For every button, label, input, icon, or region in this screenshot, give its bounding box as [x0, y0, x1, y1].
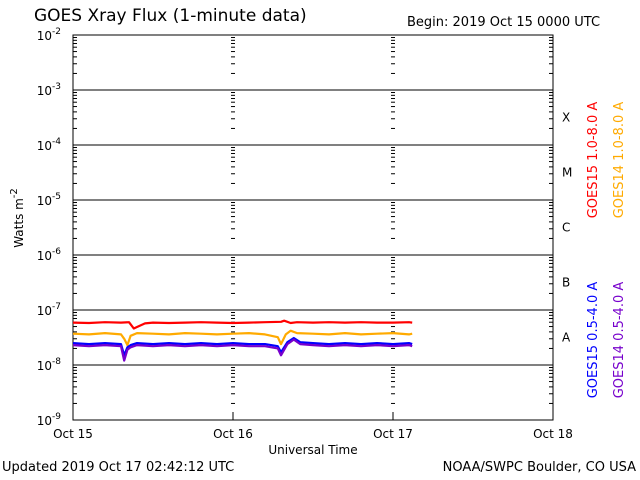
minor-ticks-layer — [72, 34, 554, 421]
y-tick-labels: 10-210-310-410-510-610-710-810-9 — [37, 27, 62, 428]
plot-frame — [72, 34, 554, 421]
flare-class-B: B — [562, 276, 570, 290]
y-tick-base: 10 — [37, 29, 52, 43]
x-tick-label: Oct 15 — [53, 427, 93, 441]
begin-timestamp: Begin: 2019 Oct 15 0000 UTC — [407, 15, 601, 30]
x-tick-label: Oct 17 — [373, 427, 413, 441]
y-tick-base: 10 — [37, 84, 52, 98]
y-tick-base: 10 — [37, 139, 52, 153]
updated-timestamp: Updated 2019 Oct 17 02:42:12 UTC — [2, 460, 235, 475]
y-tick-sup: -3 — [52, 82, 61, 92]
y-axis-label-text: Watts m — [12, 198, 26, 248]
y-tick-sup: -5 — [52, 192, 61, 202]
legend: GOES15 1.0-8.0 A GOES14 1.0-8.0 A GOES15 0… — [586, 102, 627, 399]
y-tick-label: 10-8 — [37, 357, 62, 373]
flare-class-C: C — [562, 221, 570, 235]
series-line-3 — [72, 338, 413, 362]
y-tick-base: 10 — [37, 249, 52, 263]
y-tick-label: 10-3 — [37, 82, 61, 98]
flare-class-labels: X M C B A — [562, 111, 572, 345]
y-axis-label: Watts m-2 — [9, 188, 26, 248]
series-line-1 — [72, 329, 413, 347]
x-tick-label: Oct 18 — [533, 427, 573, 441]
y-tick-sup: -4 — [52, 137, 61, 147]
y-tick-sup: -2 — [52, 27, 61, 37]
y-tick-label: 10-5 — [37, 192, 61, 208]
flare-class-X: X — [562, 111, 570, 125]
y-tick-label: 10-2 — [37, 27, 61, 43]
y-tick-sup: -8 — [52, 357, 61, 367]
x-tick-labels: Oct 15 Oct 16 Oct 17 Oct 18 — [53, 427, 573, 441]
y-tick-label: 10-9 — [37, 412, 62, 428]
y-tick-label: 10-4 — [37, 137, 62, 153]
y-tick-label: 10-7 — [37, 302, 61, 318]
y-tick-sup: -9 — [52, 412, 61, 422]
y-tick-base: 10 — [37, 414, 52, 428]
x-tick-label: Oct 16 — [213, 427, 253, 441]
y-tick-base: 10 — [37, 194, 52, 208]
chart-title: GOES Xray Flux (1-minute data) — [34, 6, 307, 26]
grid-layer — [73, 89, 553, 366]
legend-entry-2: GOES15 0.5-4.0 A — [586, 282, 601, 399]
y-tick-base: 10 — [37, 304, 52, 318]
y-tick-label: 10-6 — [37, 247, 62, 263]
legend-entry-0: GOES15 1.0-8.0 A — [586, 102, 601, 219]
flare-class-M: M — [562, 166, 572, 180]
y-axis-label-sup: -2 — [9, 188, 20, 198]
y-tick-sup: -6 — [52, 247, 61, 257]
y-tick-base: 10 — [37, 359, 52, 373]
flare-class-A: A — [562, 331, 571, 345]
series-line-0 — [72, 319, 413, 330]
credit-text: NOAA/SWPC Boulder, CO USA — [442, 460, 636, 475]
y-tick-sup: -7 — [52, 302, 61, 312]
x-axis-label: Universal Time — [268, 443, 357, 457]
legend-entry-3: GOES14 0.5-4.0 A — [612, 282, 627, 399]
legend-entry-1: GOES14 1.0-8.0 A — [612, 102, 627, 219]
series-layer — [72, 319, 413, 362]
